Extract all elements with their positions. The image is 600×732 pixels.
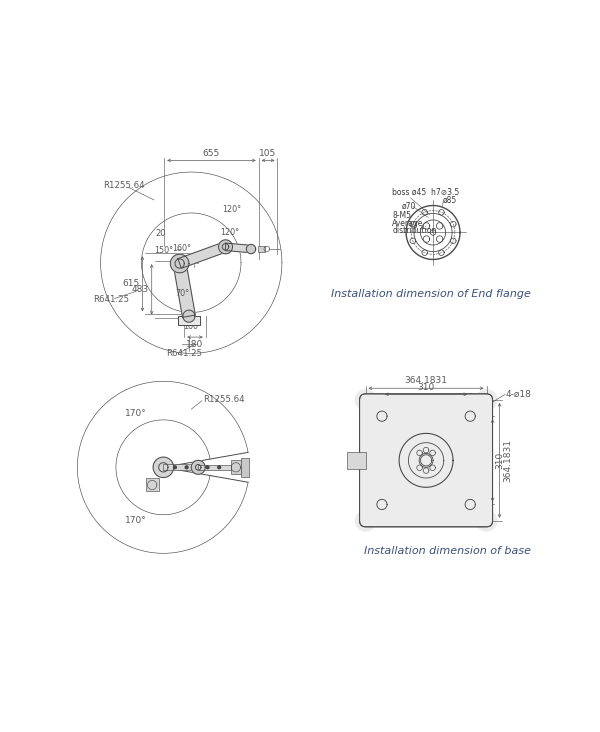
Polygon shape xyxy=(185,466,188,468)
Text: 615: 615 xyxy=(122,280,140,288)
Polygon shape xyxy=(218,466,221,468)
Text: R1255.64: R1255.64 xyxy=(103,182,145,190)
Text: 364.1831: 364.1831 xyxy=(404,376,448,385)
Polygon shape xyxy=(206,466,209,468)
Text: R641.25: R641.25 xyxy=(166,349,202,358)
Text: 483: 483 xyxy=(132,285,149,294)
Text: ø70: ø70 xyxy=(401,202,416,211)
Text: 310: 310 xyxy=(418,384,434,392)
Polygon shape xyxy=(170,254,189,273)
Polygon shape xyxy=(153,457,173,477)
Text: 655: 655 xyxy=(203,149,220,157)
Text: 170°: 170° xyxy=(125,516,146,526)
Bar xyxy=(231,460,241,474)
Text: 8-M5: 8-M5 xyxy=(392,212,411,220)
Text: Installation dimension of End flange: Installation dimension of End flange xyxy=(331,289,531,299)
Text: boss ø45  h7⊘3.5: boss ø45 h7⊘3.5 xyxy=(392,188,460,197)
Text: 120°: 120° xyxy=(220,228,239,237)
Text: 160°: 160° xyxy=(183,322,202,331)
Text: 20: 20 xyxy=(156,229,166,239)
Polygon shape xyxy=(191,460,205,474)
Polygon shape xyxy=(476,389,497,410)
Text: Installation dimension of base: Installation dimension of base xyxy=(364,546,531,556)
Polygon shape xyxy=(178,242,227,269)
Text: R1255.64: R1255.64 xyxy=(203,395,245,404)
Text: R641.25: R641.25 xyxy=(94,296,130,305)
Bar xyxy=(258,246,265,252)
Bar xyxy=(146,479,159,491)
Bar xyxy=(163,464,198,471)
Polygon shape xyxy=(247,244,256,254)
Polygon shape xyxy=(476,510,497,531)
Text: 120°: 120° xyxy=(223,205,242,214)
Polygon shape xyxy=(173,466,176,468)
Text: 364.1831: 364.1831 xyxy=(503,439,512,482)
Polygon shape xyxy=(225,243,251,253)
Text: 4-ø18: 4-ø18 xyxy=(506,390,532,399)
Polygon shape xyxy=(355,389,376,410)
Polygon shape xyxy=(173,262,196,317)
Text: 70°: 70° xyxy=(175,289,189,299)
Polygon shape xyxy=(183,310,195,322)
Text: 150°: 150° xyxy=(154,246,173,255)
Polygon shape xyxy=(218,240,232,254)
Text: 160°: 160° xyxy=(172,244,191,253)
Text: 105: 105 xyxy=(259,149,277,157)
Bar xyxy=(178,316,200,324)
Bar xyxy=(198,465,231,470)
Bar xyxy=(347,452,365,469)
Polygon shape xyxy=(355,510,376,531)
Text: ø85: ø85 xyxy=(443,195,458,204)
FancyBboxPatch shape xyxy=(359,394,493,527)
Bar xyxy=(241,458,250,477)
Text: 170°: 170° xyxy=(125,409,146,418)
Text: 180: 180 xyxy=(187,340,203,349)
Text: distribution: distribution xyxy=(392,225,437,235)
Text: Average: Average xyxy=(392,219,424,228)
Text: 310: 310 xyxy=(495,452,504,469)
